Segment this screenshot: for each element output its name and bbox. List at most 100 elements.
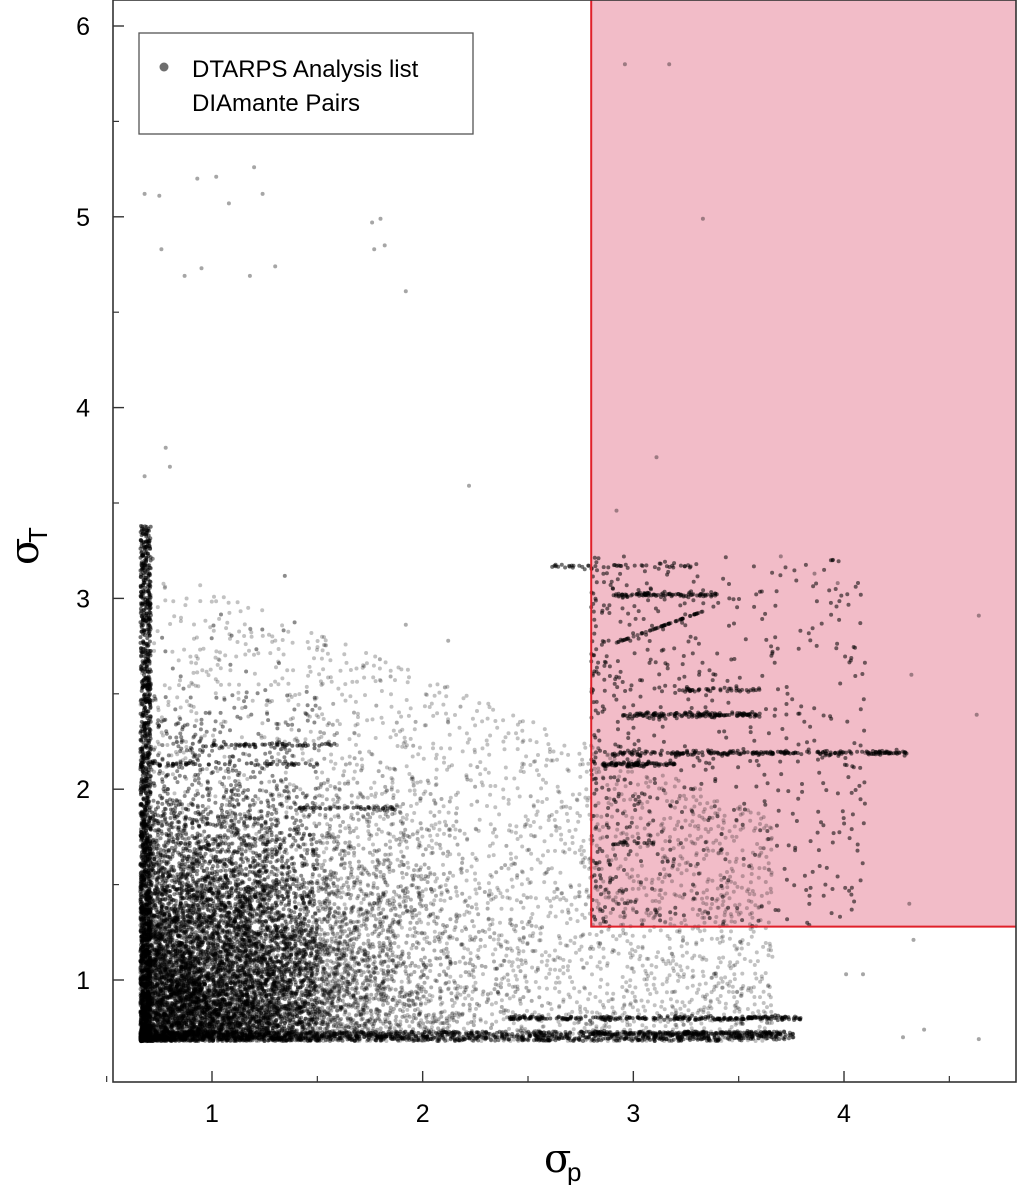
- data-point: [234, 990, 239, 995]
- data-point: [228, 967, 233, 972]
- data-point: [206, 1005, 210, 1010]
- data-point: [332, 902, 337, 907]
- data-point: [325, 875, 330, 879]
- data-point: [342, 781, 347, 786]
- data-point: [310, 1017, 315, 1022]
- data-point: [416, 1012, 421, 1017]
- data-point: [272, 872, 277, 877]
- data-point: [366, 938, 371, 943]
- data-point: [259, 896, 264, 900]
- data-point: [529, 923, 534, 928]
- data-point: [274, 959, 279, 964]
- data-point: [257, 853, 262, 858]
- data-point: [192, 902, 197, 907]
- data-point: [385, 814, 390, 819]
- data-point: [347, 761, 352, 766]
- data-point: [454, 819, 459, 824]
- data-point: [503, 863, 508, 868]
- data-point: [380, 774, 385, 778]
- data-point: [192, 896, 197, 901]
- data-point: [229, 997, 234, 1002]
- data-point: [282, 840, 287, 845]
- data-point: [311, 832, 316, 837]
- data-point: [212, 1009, 217, 1013]
- data-point: [194, 984, 198, 989]
- data-point: [176, 1009, 181, 1014]
- data-point: [352, 756, 357, 761]
- data-point: [179, 875, 184, 880]
- data-point: [454, 937, 459, 942]
- data-point: [244, 1002, 249, 1007]
- data-point: [237, 1020, 242, 1025]
- data-point: [469, 905, 474, 910]
- data-point: [292, 620, 297, 625]
- data-point: [247, 923, 252, 928]
- data-point: [225, 881, 230, 885]
- data-point: [229, 783, 233, 788]
- data-point: [376, 1013, 381, 1018]
- data-point: [280, 803, 285, 808]
- data-point: [189, 984, 194, 989]
- data-point: [386, 969, 390, 974]
- data-point: [377, 940, 382, 945]
- data-point: [454, 919, 459, 924]
- data-point: [266, 800, 271, 805]
- data-point: [292, 1006, 297, 1011]
- data-point: [271, 803, 276, 808]
- data-point: [221, 974, 225, 979]
- data-point: [204, 952, 209, 957]
- data-point: [325, 958, 330, 963]
- data-point: [230, 693, 235, 698]
- data-point: [240, 894, 245, 899]
- data-point: [162, 859, 167, 864]
- data-point: [303, 711, 308, 716]
- data-point: [180, 929, 185, 934]
- data-point: [243, 932, 248, 937]
- data-point: [228, 758, 233, 763]
- data-point: [206, 925, 211, 930]
- data-point: [403, 622, 408, 627]
- data-point: [225, 955, 229, 959]
- data-point: [460, 891, 465, 896]
- data-point: [208, 859, 213, 864]
- data-point: [304, 942, 309, 947]
- data-point: [176, 744, 181, 749]
- data-point: [268, 975, 273, 980]
- data-point: [367, 970, 372, 975]
- data-point: [175, 1017, 180, 1021]
- data-point: [412, 970, 417, 974]
- data-point: [322, 731, 326, 736]
- data-point: [287, 1003, 292, 1007]
- data-point: [306, 923, 311, 928]
- data-point: [161, 809, 166, 814]
- data-point: [381, 1002, 386, 1007]
- data-point: [306, 1001, 311, 1006]
- data-point: [290, 855, 295, 860]
- data-point: [259, 1004, 264, 1009]
- data-point: [310, 980, 315, 985]
- data-point: [238, 1002, 243, 1007]
- data-point: [338, 989, 342, 994]
- data-point: [179, 746, 184, 751]
- data-point: [235, 965, 240, 970]
- data-point: [206, 908, 211, 913]
- data-point: [275, 933, 279, 938]
- data-point: [393, 767, 398, 772]
- data-point: [283, 777, 288, 782]
- data-point: [155, 984, 160, 989]
- data-point: [343, 906, 348, 911]
- data-point: [243, 908, 248, 913]
- data-point: [434, 893, 438, 898]
- data-point: [169, 979, 174, 984]
- data-point: [234, 1018, 239, 1023]
- data-point: [265, 813, 270, 818]
- data-point: [322, 932, 327, 937]
- data-point: [247, 1001, 252, 1006]
- data-point: [222, 1002, 227, 1007]
- data-point: [363, 1025, 367, 1030]
- data-point: [238, 812, 243, 817]
- data-point: [577, 890, 582, 895]
- data-point: [386, 964, 391, 969]
- data-point: [427, 828, 432, 833]
- data-point: [468, 957, 473, 962]
